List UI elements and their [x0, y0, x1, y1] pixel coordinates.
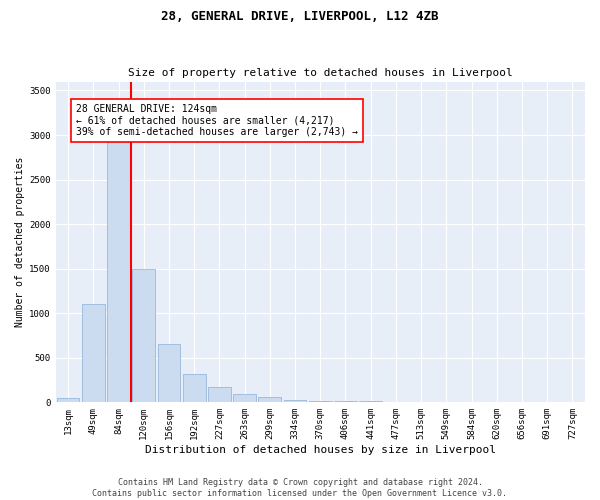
Text: 28, GENERAL DRIVE, LIVERPOOL, L12 4ZB: 28, GENERAL DRIVE, LIVERPOOL, L12 4ZB [161, 10, 439, 23]
Bar [334, 401, 357, 402]
Bar [208, 387, 231, 402]
Bar [57, 398, 79, 402]
Y-axis label: Number of detached properties: Number of detached properties [15, 157, 25, 327]
Text: 28 GENERAL DRIVE: 124sqm
← 61% of detached houses are smaller (4,217)
39% of sem: 28 GENERAL DRIVE: 124sqm ← 61% of detach… [76, 104, 358, 137]
Text: Contains HM Land Registry data © Crown copyright and database right 2024.
Contai: Contains HM Land Registry data © Crown c… [92, 478, 508, 498]
Bar [284, 400, 307, 402]
Bar [259, 398, 281, 402]
Bar [82, 304, 104, 402]
Bar [158, 344, 181, 403]
Bar [107, 130, 130, 402]
X-axis label: Distribution of detached houses by size in Liverpool: Distribution of detached houses by size … [145, 445, 496, 455]
Title: Size of property relative to detached houses in Liverpool: Size of property relative to detached ho… [128, 68, 512, 78]
Bar [183, 374, 206, 402]
Bar [233, 394, 256, 402]
Bar [309, 400, 332, 402]
Bar [133, 268, 155, 402]
